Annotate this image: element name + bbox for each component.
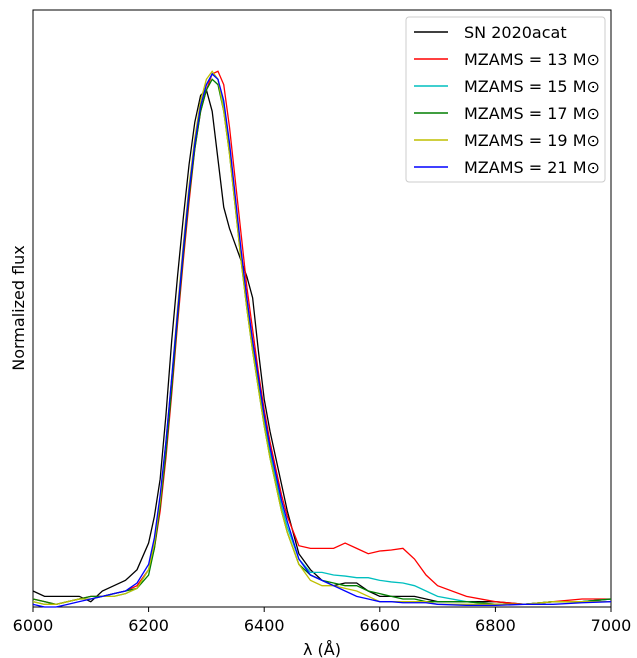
x-tick-label: 6800 — [475, 616, 516, 635]
legend-label: MZAMS = 19 M⊙ — [464, 131, 600, 150]
plot-frame — [32, 9, 612, 608]
series-line — [32, 72, 612, 608]
x-tick-label: 7000 — [591, 616, 632, 635]
series-line — [32, 70, 611, 605]
x-tick-label: 6600 — [359, 616, 400, 635]
legend-label: MZAMS = 13 M⊙ — [464, 50, 600, 69]
x-tick-label: 6000 — [13, 616, 54, 635]
legend-label: MZAMS = 21 M⊙ — [464, 158, 600, 177]
y-axis-label: Normalized flux — [9, 245, 28, 371]
legend-label: MZAMS = 15 M⊙ — [464, 77, 600, 96]
series-line — [32, 70, 611, 605]
x-axis-label: λ (Å) — [303, 640, 341, 658]
legend-label: MZAMS = 17 M⊙ — [464, 104, 600, 123]
legend-label: SN 2020acat — [464, 23, 567, 42]
x-tick-label: 6400 — [244, 616, 285, 635]
legend-box — [405, 16, 606, 183]
x-tick-label: 6200 — [128, 616, 169, 635]
